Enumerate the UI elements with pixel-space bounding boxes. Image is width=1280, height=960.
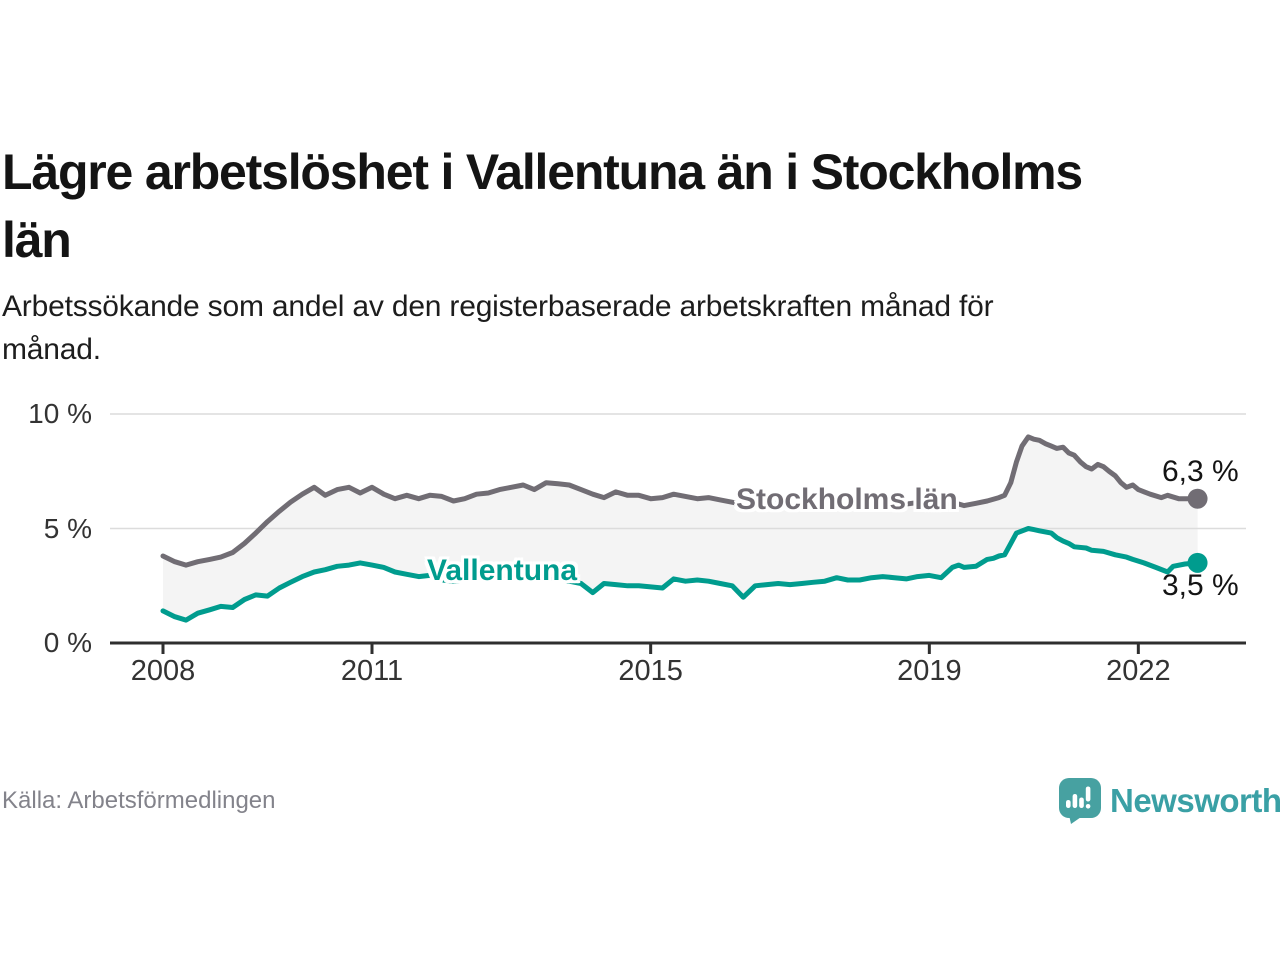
y-tick-label-10: 10 % — [28, 398, 92, 429]
source-note: Källa: Arbetsförmedlingen — [2, 787, 276, 814]
newsworthy-logo-icon — [1059, 778, 1101, 824]
end-value-stockholms-lan: 6,3 % — [1162, 455, 1239, 488]
x-tick-label-2022: 2022 — [1106, 655, 1171, 687]
x-tick-label-2008: 2008 — [130, 655, 196, 687]
series-label-stockholms-lan: Stockholms län — [736, 483, 958, 516]
x-tick-label-2019: 2019 — [897, 655, 962, 687]
series-label-vallentuna: Vallentuna — [427, 554, 578, 587]
end-value-vallentuna: 3,5 % — [1162, 569, 1239, 602]
page-title: Lägre arbetslöshet i Vallentuna än i Sto… — [2, 144, 1083, 268]
series-end-dot-vallentuna — [1187, 552, 1208, 573]
x-tick-label-2015: 2015 — [618, 655, 683, 687]
series-line-vallentuna — [160, 526, 1201, 623]
y-tick-label-0: 0 % — [43, 627, 92, 658]
plot-area — [110, 413, 1246, 654]
y-tick-label-5: 5 % — [43, 512, 92, 544]
series-line-stockholms-lan — [160, 434, 1201, 568]
chart-subtitle: Arbetssökande som andel av den registerb… — [2, 290, 994, 366]
newsworthy-logo: Newsworthy — [1058, 777, 1280, 824]
newsworthy-logo-text: Newsworthy — [1110, 781, 1280, 819]
x-tick-label-2011: 2011 — [340, 655, 404, 687]
series-end-dot-stockholms-lan — [1187, 488, 1208, 509]
line-chart: 0 % 5 % 10 % 2008 2011 2015 2019 2022 Stockhol… — [0, 390, 1280, 710]
